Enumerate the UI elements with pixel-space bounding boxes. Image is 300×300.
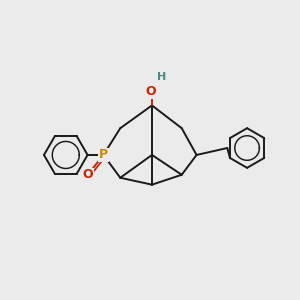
Text: P: P (99, 148, 108, 161)
Text: O: O (82, 168, 93, 181)
Text: O: O (146, 85, 156, 98)
Text: H: H (157, 72, 167, 82)
